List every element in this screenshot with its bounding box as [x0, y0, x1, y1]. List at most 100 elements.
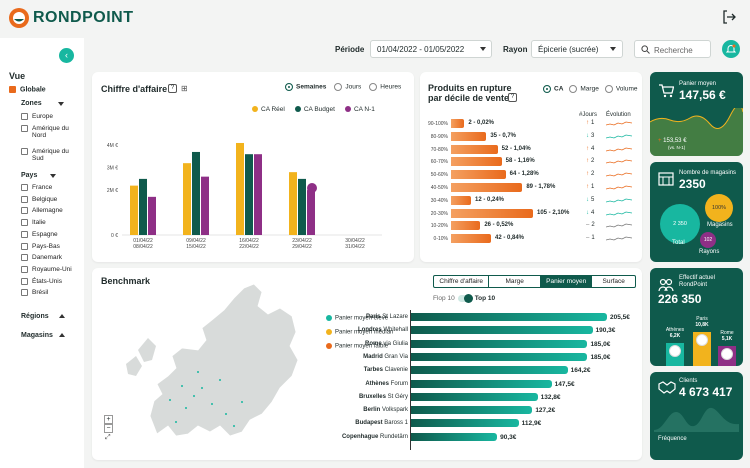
store-bar[interactable] [411, 379, 552, 388]
rupture-card: Produits en rupture par décile de vente … [420, 72, 642, 262]
pays-item[interactable]: Italie [21, 219, 46, 226]
jours-cell: ↓ 4 [586, 210, 594, 216]
notifications-button[interactable] [722, 40, 740, 58]
store-bar[interactable] [411, 352, 588, 361]
panier-delta-sub: (vs. N-1) [668, 145, 686, 150]
zone-item[interactable]: Amérique du Nord [21, 125, 77, 139]
decile-bar[interactable] [451, 170, 506, 180]
pays-item[interactable]: France [21, 184, 52, 191]
evolution-sparkline [606, 185, 632, 190]
europe-map[interactable] [102, 276, 312, 446]
rupture-help-button[interactable]: ? [508, 93, 517, 102]
regions-label: Régions [21, 313, 49, 320]
logout-icon[interactable] [722, 10, 736, 24]
decile-bar[interactable] [451, 208, 533, 218]
clients-label: Clients [679, 378, 698, 384]
checkbox-icon [21, 113, 28, 120]
city-value: 5,1K [721, 336, 733, 342]
benchmark-tab[interactable]: Chiffre d'affaire [434, 276, 490, 287]
magasins-label: Magasins [21, 332, 53, 339]
decile-bar[interactable] [451, 195, 471, 205]
pays-item[interactable]: Espagne [21, 230, 58, 239]
zone-item[interactable]: Amérique du Sud [21, 148, 77, 162]
globale-checkbox[interactable]: Globale [9, 86, 46, 93]
metric-radio[interactable]: Volume [604, 85, 638, 93]
trend-up-icon: ↑ [586, 158, 589, 165]
metric-radio[interactable]: Marge [569, 85, 599, 93]
radio-label: CA [554, 85, 564, 93]
search-input[interactable]: Recherche [634, 40, 711, 58]
metric-radio[interactable]: CA [543, 85, 563, 93]
decile-bar[interactable] [451, 183, 523, 192]
store-bar[interactable] [411, 406, 533, 415]
evolution-sparkline [606, 211, 632, 216]
store-bar[interactable] [411, 392, 538, 401]
pays-item[interactable]: Danemark [21, 254, 62, 261]
decile-bar[interactable] [451, 234, 491, 244]
zone-item-label: Amérique du Sud [32, 148, 69, 162]
pays-item-label: Espagne [32, 231, 58, 239]
store-value: 185,0€ [590, 353, 611, 361]
checkbox-icon [21, 230, 28, 238]
benchmark-tab[interactable]: Marge [489, 276, 541, 287]
checkbox-icon [21, 148, 28, 155]
checkbox-icon [21, 219, 28, 227]
city-value: 6,2K [669, 332, 681, 339]
pays-item[interactable]: Belgique [21, 195, 58, 203]
store-bar[interactable] [411, 432, 498, 441]
store-bar[interactable] [411, 419, 519, 428]
decile-bar[interactable] [451, 221, 481, 231]
benchmark-tab[interactable]: Panier moyen [540, 276, 593, 287]
store-value: 185,0€ [590, 340, 611, 348]
trend-flat-icon: – [586, 222, 590, 229]
granularity-radio[interactable]: Heures [369, 83, 401, 91]
decile-bar[interactable] [451, 131, 487, 141]
collapse-sidebar-button[interactable]: ‹ [59, 48, 74, 63]
benchmark-tab[interactable]: Surface [602, 278, 625, 285]
radio-label: Heures [380, 83, 402, 91]
pays-item[interactable]: Brésil [21, 289, 48, 297]
pays-toggle[interactable]: Pays [21, 172, 37, 179]
zones-toggle[interactable]: Zones [21, 100, 42, 107]
evolution-sparkline [606, 223, 632, 228]
decile-bar[interactable] [451, 119, 465, 128]
zoom-out-button[interactable]: − [104, 424, 113, 433]
granularity-radio[interactable]: Semaines [285, 83, 326, 91]
store-label: Madrid Gran Via [363, 354, 408, 360]
grid-icon[interactable]: ⊞ [181, 84, 188, 93]
checkbox-icon [21, 265, 28, 273]
store-bar[interactable] [411, 326, 593, 335]
store-bar[interactable] [411, 339, 588, 348]
radio-icon [604, 85, 613, 93]
radio-label: Semaines [296, 83, 327, 91]
clients-card: Clients 4 673 417 Fréquence [650, 372, 743, 460]
store-bar[interactable] [411, 313, 607, 321]
zone-item[interactable]: Europe [21, 113, 77, 120]
pays-item[interactable]: États-Unis [21, 277, 62, 285]
legend-label: CA Budget [303, 106, 335, 113]
checkbox-icon [21, 277, 28, 285]
flop-top-toggle[interactable]: Flop 10 Top 10 [433, 294, 495, 303]
pays-item[interactable]: Allemagne [21, 207, 63, 215]
decile-bar[interactable] [451, 157, 502, 167]
decile-bar[interactable] [451, 144, 498, 154]
magasins-toggle[interactable]: Magasins [21, 332, 53, 339]
decile-label: 30-40% [430, 197, 448, 204]
rayon-select[interactable]: Épicerie (sucrée) [531, 40, 623, 58]
store-label: Rome via Giulia [365, 341, 408, 347]
bar [307, 190, 315, 235]
ca-help-button[interactable]: ? [168, 84, 177, 93]
ca-legend: CA Réel CA Budget CA N-1 [252, 106, 375, 113]
granularity-radio[interactable]: Jours [334, 83, 361, 91]
toggle-switch[interactable] [457, 294, 473, 303]
store-name: Whitehall [381, 327, 408, 334]
regions-toggle[interactable]: Régions [21, 313, 49, 320]
expand-icon[interactable]: ⤢ [105, 434, 111, 441]
pays-item[interactable]: Pays-Bas [21, 242, 60, 250]
pays-item[interactable]: Royaume-Uni [21, 265, 72, 273]
store-bar[interactable] [411, 366, 568, 375]
period-select[interactable]: 01/04/2022 - 01/05/2022 [370, 40, 492, 58]
pays-item-label: Belgique [32, 195, 58, 203]
checkbox-icon [21, 125, 28, 132]
zoom-in-button[interactable]: + [104, 415, 113, 424]
